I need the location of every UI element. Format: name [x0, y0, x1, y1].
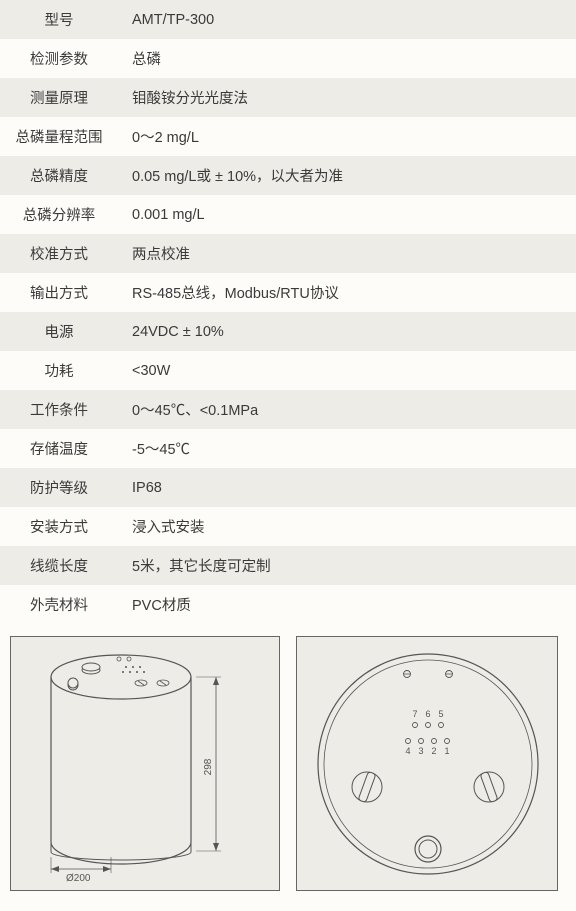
diagrams-container: 298 Ø200 — [0, 624, 576, 911]
spec-label: 功耗 — [0, 360, 118, 381]
spec-value: 两点校准 — [118, 243, 576, 264]
spec-row: 工作条件0～45℃、<0.1MPa — [0, 390, 576, 429]
spec-row: 检测参数总磷 — [0, 39, 576, 78]
svg-text:1: 1 — [444, 746, 449, 756]
svg-text:5: 5 — [438, 709, 443, 719]
spec-row: 总磷量程范围0～2 mg/L — [0, 117, 576, 156]
spec-label: 总磷分辨率 — [0, 204, 118, 225]
spec-value: 24VDC ± 10% — [118, 324, 576, 340]
spec-value: -5～45℃ — [118, 438, 576, 459]
spec-row: 总磷精度0.05 mg/L或 ± 10%，以大者为准 — [0, 156, 576, 195]
spec-table: 型号AMT/TP-300检测参数总磷测量原理钼酸铵分光光度法总磷量程范围0～2 … — [0, 0, 576, 624]
svg-text:2: 2 — [431, 746, 436, 756]
spec-label: 外壳材料 — [0, 594, 118, 615]
spec-row: 线缆长度5米，其它长度可定制 — [0, 546, 576, 585]
spec-row: 型号AMT/TP-300 — [0, 0, 576, 39]
spec-value: 0～45℃、<0.1MPa — [118, 399, 576, 420]
spec-label: 防护等级 — [0, 477, 118, 498]
spec-label: 安装方式 — [0, 516, 118, 537]
spec-row: 校准方式两点校准 — [0, 234, 576, 273]
spec-label: 测量原理 — [0, 87, 118, 108]
spec-row: 外壳材料PVC材质 — [0, 585, 576, 624]
spec-label: 电源 — [0, 321, 118, 342]
spec-value: IP68 — [118, 480, 576, 496]
spec-value: 0.05 mg/L或 ± 10%，以大者为准 — [118, 165, 576, 186]
spec-value: 总磷 — [118, 48, 576, 69]
diagram-top-view: 7 6 5 4 3 2 1 — [296, 636, 558, 891]
spec-value: AMT/TP-300 — [118, 12, 576, 28]
pin-labels: 7 6 5 4 3 2 1 — [405, 709, 449, 756]
spec-row: 电源24VDC ± 10% — [0, 312, 576, 351]
spec-row: 安装方式浸入式安装 — [0, 507, 576, 546]
svg-text:6: 6 — [425, 709, 430, 719]
svg-text:3: 3 — [418, 746, 423, 756]
spec-label: 存储温度 — [0, 438, 118, 459]
spec-label: 总磷量程范围 — [0, 126, 118, 147]
knob-left-icon — [352, 772, 382, 803]
spec-row: 存储温度-5～45℃ — [0, 429, 576, 468]
spec-value: 浸入式安装 — [118, 516, 576, 537]
spec-label: 总磷精度 — [0, 165, 118, 186]
dim-diameter: Ø200 — [66, 873, 91, 884]
diagram-side-view: 298 Ø200 — [10, 636, 280, 891]
spec-label: 输出方式 — [0, 282, 118, 303]
spec-value: RS-485总线，Modbus/RTU协议 — [118, 282, 576, 303]
knob-right-icon — [474, 772, 504, 803]
spec-row: 输出方式RS-485总线，Modbus/RTU协议 — [0, 273, 576, 312]
spec-label: 检测参数 — [0, 48, 118, 69]
spec-label: 工作条件 — [0, 399, 118, 420]
spec-row: 功耗<30W — [0, 351, 576, 390]
svg-text:4: 4 — [405, 746, 410, 756]
spec-value: <30W — [118, 363, 576, 379]
dim-height: 298 — [203, 758, 214, 775]
spec-row: 测量原理钼酸铵分光光度法 — [0, 78, 576, 117]
spec-label: 线缆长度 — [0, 555, 118, 576]
spec-row: 总磷分辨率0.001 mg/L — [0, 195, 576, 234]
svg-text:7: 7 — [412, 709, 417, 719]
spec-row: 防护等级IP68 — [0, 468, 576, 507]
spec-label: 型号 — [0, 9, 118, 30]
spec-value: 钼酸铵分光光度法 — [118, 87, 576, 108]
spec-value: PVC材质 — [118, 594, 576, 615]
spec-value: 5米，其它长度可定制 — [118, 555, 576, 576]
spec-value: 0.001 mg/L — [118, 207, 576, 223]
spec-value: 0～2 mg/L — [118, 126, 576, 147]
spec-label: 校准方式 — [0, 243, 118, 264]
